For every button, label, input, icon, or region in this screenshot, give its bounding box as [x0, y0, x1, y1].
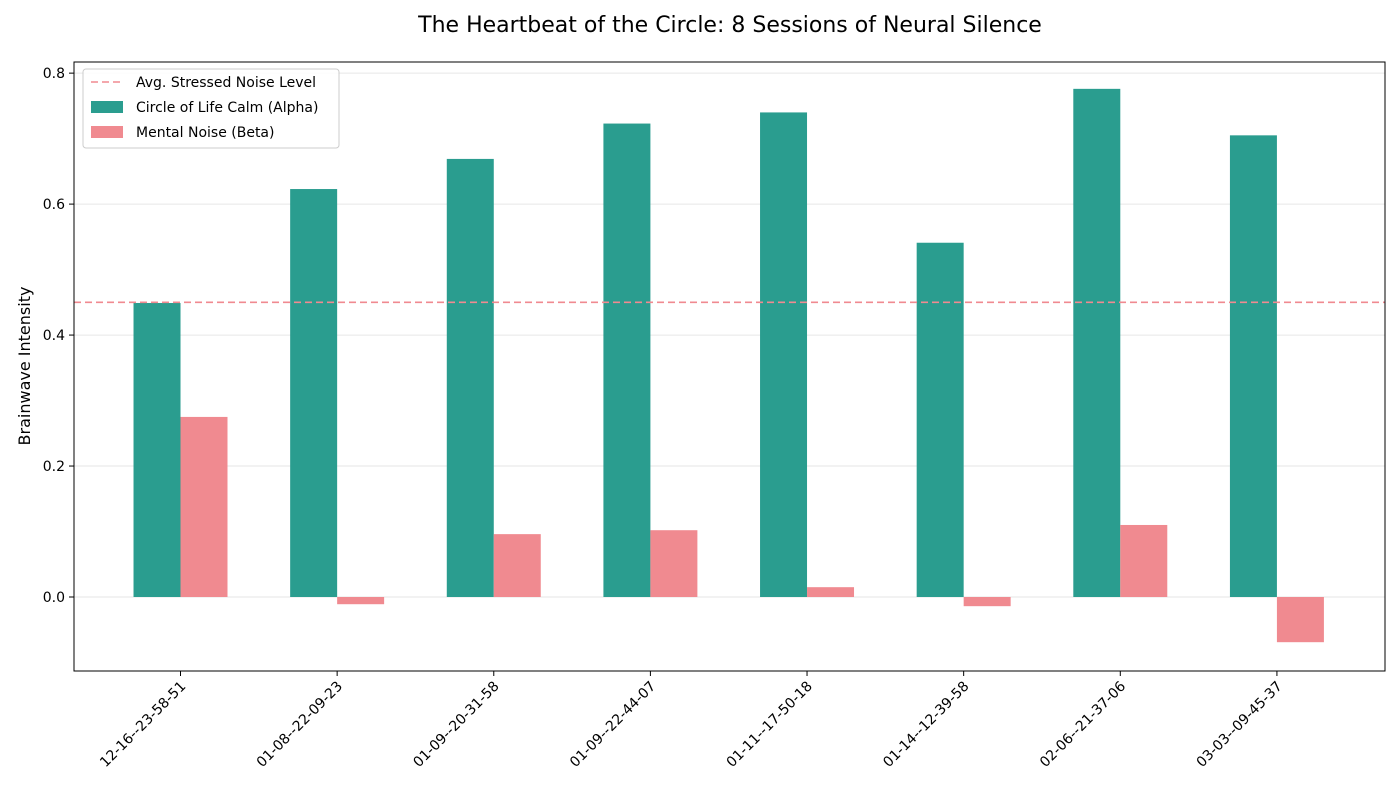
alpha-bar [760, 112, 808, 598]
y-tick-label: 0.2 [43, 459, 65, 475]
legend-box [82, 68, 340, 149]
alpha-bar [1229, 135, 1277, 598]
beta-bar [963, 597, 1011, 607]
beta-bar [650, 530, 698, 598]
y-tick-label: 0.6 [43, 197, 65, 213]
y-axis-label: Brainwave Intensity [15, 287, 34, 446]
bars [133, 88, 1324, 643]
beta-bar [180, 416, 228, 598]
beta-bar [493, 534, 541, 598]
beta-bar [807, 587, 855, 598]
legend-label: Mental Noise (Beta) [136, 125, 274, 141]
legend: Avg. Stressed Noise Level Circle of Life … [82, 68, 340, 149]
alpha-bar [446, 158, 494, 598]
x-tick-label: 01-11--17-50-18 [724, 679, 816, 771]
alpha-bar [603, 123, 651, 598]
legend-label: Avg. Stressed Noise Level [136, 75, 316, 91]
beta-bar [1120, 524, 1168, 598]
x-axis: 12-16--23-58-51 01-08--22-09-23 01-09--20-… [97, 671, 1286, 771]
y-axis: 0.0 0.2 0.4 0.6 0.8 [43, 66, 74, 606]
alpha-bar [290, 189, 338, 598]
beta-bar [1276, 597, 1324, 643]
y-tick-label: 0.4 [43, 328, 65, 344]
x-tick-label: 01-09--22-44-07 [567, 679, 659, 771]
y-tick-label: 0.0 [43, 590, 65, 606]
x-tick-label: 03-03--09-45-37 [1194, 679, 1286, 771]
x-tick-label: 12-16--23-58-51 [97, 679, 189, 771]
legend-swatch [91, 101, 123, 113]
plot-frame [73, 61, 1386, 672]
beta-bar [337, 597, 385, 605]
x-tick-label: 01-08--22-09-23 [254, 679, 346, 771]
legend-swatch [91, 126, 123, 138]
x-tick-label: 01-09--20-31-58 [410, 679, 502, 771]
x-tick-label: 02-06--21-37-06 [1037, 678, 1129, 770]
alpha-bar [133, 302, 181, 598]
y-tick-label: 0.8 [43, 66, 65, 82]
legend-label: Circle of Life Calm (Alpha) [136, 100, 318, 116]
x-tick-label: 01-14--12-39-58 [880, 679, 972, 771]
grid-lines [74, 72, 1385, 598]
chart-title: The Heartbeat of the Circle: 8 Sessions … [417, 13, 1042, 38]
alpha-bar [1073, 88, 1121, 598]
alpha-bar [916, 242, 964, 598]
